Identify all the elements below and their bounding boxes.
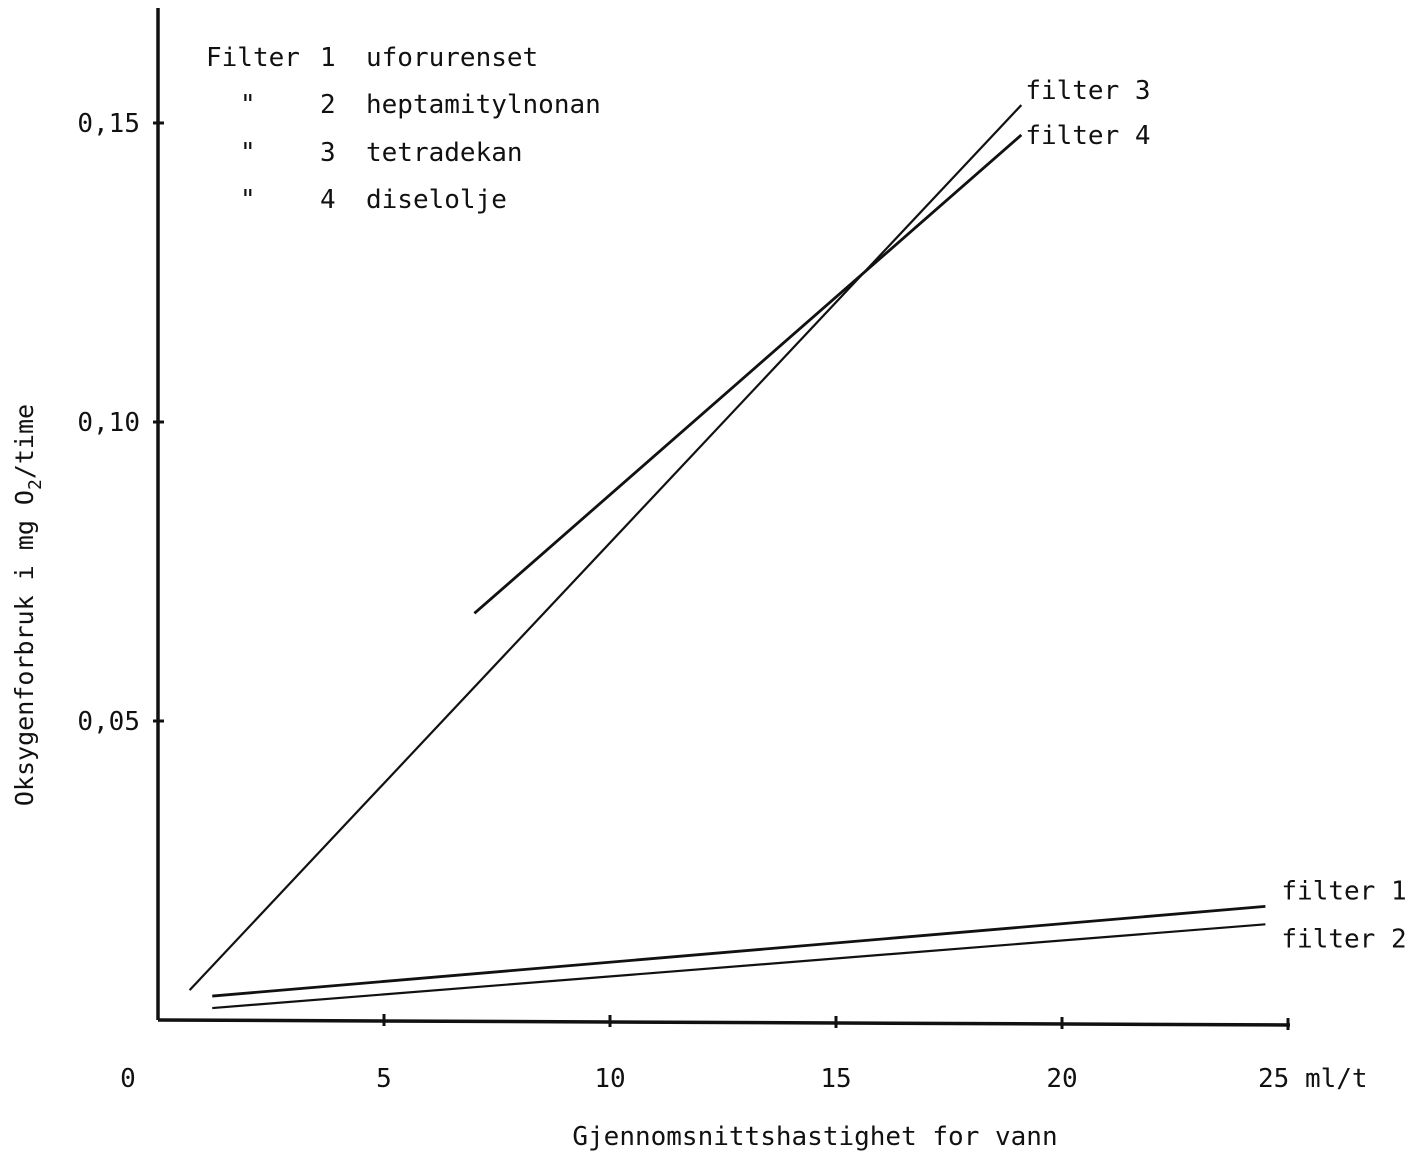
legend-mark-1: Filter: [206, 43, 300, 73]
y-axis-label-unit: /time: [10, 404, 39, 479]
legend-num-2: 2: [320, 90, 336, 120]
series-label-filter-4: filter 4: [1025, 121, 1150, 151]
legend-name-1: uforurenset: [366, 43, 538, 73]
series-label-filter-2: filter 2: [1281, 924, 1406, 954]
legend-mark-4: ": [240, 185, 256, 215]
legend-num-4: 4: [320, 185, 336, 215]
x-tick-label-10: 10: [594, 1064, 625, 1094]
legend-name-3: tetradekan: [366, 138, 523, 168]
x-tick-label-15: 15: [820, 1064, 851, 1094]
y-tick-label-2: 0,15: [77, 109, 140, 139]
series-line-filter-4: [473, 133, 1023, 615]
legend: Filter 1 uforurenset " 2 heptamitylnonan…: [206, 43, 601, 215]
legend-name-4: diselolje: [366, 185, 507, 215]
y-axis-label: Oksygenforbruk i mg O2/time: [10, 404, 46, 806]
y-axis-label-subscript: 2: [25, 479, 46, 490]
series-label-filter-3: filter 3: [1025, 76, 1150, 106]
y-tick-label-0: 0,05: [77, 707, 140, 737]
series-label-filter-1: filter 1: [1281, 876, 1406, 906]
legend-num-1: 1: [320, 43, 336, 73]
legend-mark-2: ": [240, 90, 256, 120]
ticks: [153, 121, 1290, 1030]
series-line-filter-2: [212, 923, 1266, 1010]
axes: [156, 8, 1291, 1027]
series-line-filter-1: [212, 904, 1266, 998]
y-tick-label-1: 0,10: [77, 408, 140, 438]
x-axis: [157, 1018, 1291, 1027]
legend-num-3: 3: [320, 138, 336, 168]
x-tick-label-25: 25 ml/t: [1258, 1064, 1368, 1094]
x-tick-label-5: 5: [376, 1064, 392, 1094]
x-axis-label: Gjennomsnittshastighet for vann: [572, 1122, 1057, 1152]
legend-mark-3: ": [240, 138, 256, 168]
legend-name-2: heptamitylnonan: [366, 90, 601, 120]
y-axis-label-main: Oksygenforbruk i mg O: [10, 490, 39, 806]
x-origin-label: 0: [120, 1064, 136, 1094]
series-line-filter-3: [188, 104, 1023, 991]
series: [188, 104, 1266, 1010]
x-tick-label-20: 20: [1046, 1064, 1077, 1094]
